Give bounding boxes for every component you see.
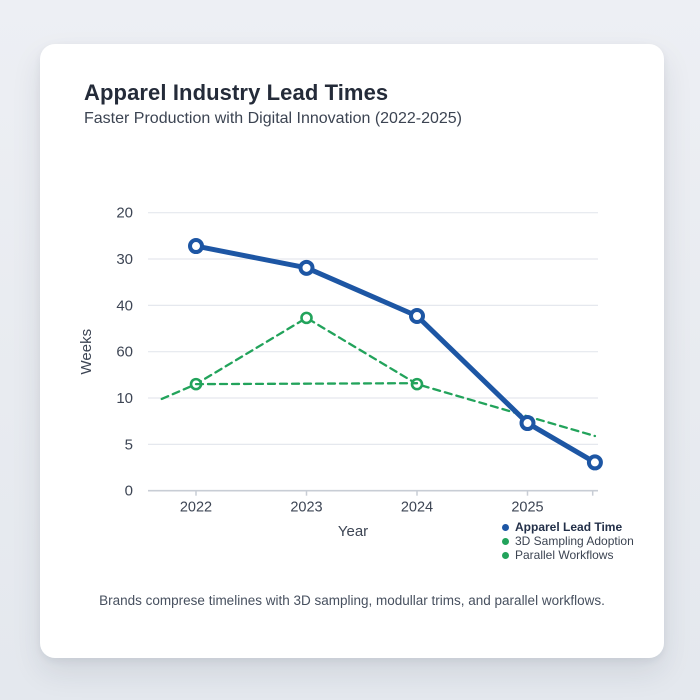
x-axis-title: Year <box>338 523 368 540</box>
series-line <box>160 316 597 438</box>
page-subtitle: Faster Production with Digital Innovatio… <box>84 110 462 127</box>
series-line <box>194 382 419 386</box>
y-tick-label: 60 <box>116 344 133 361</box>
series-line <box>193 243 598 465</box>
x-tick-label: 2023 <box>290 500 322 516</box>
legend-item: Parallel Workflows <box>502 548 662 562</box>
data-point-marker <box>586 454 603 471</box>
y-axis-title: Weeks <box>78 329 95 375</box>
data-point-marker <box>409 308 425 325</box>
y-tick-label: 40 <box>116 297 133 314</box>
legend-item-label: Apparel Lead Time <box>515 520 623 534</box>
x-tick-label: 2022 <box>180 500 212 516</box>
chart-card: Apparel Industry Lead Times Faster Produ… <box>40 44 664 658</box>
page-title: Apparel Industry Lead Times <box>84 80 389 105</box>
data-point-marker <box>300 311 313 325</box>
chart-legend: Apparel Lead Time 3D Sampling Adoption P… <box>502 520 662 562</box>
legend-dot <box>502 537 509 545</box>
legend-dot <box>502 523 509 531</box>
legend-item: 3D Sampling Adoption <box>502 534 662 548</box>
y-tick-label: 10 <box>116 390 133 407</box>
y-tick-label: 30 <box>116 251 133 268</box>
y-tick-label: 20 <box>116 205 133 222</box>
legend-item: Apparel Lead Time <box>502 520 662 534</box>
legend-dot <box>502 551 509 559</box>
data-point-marker <box>298 259 315 276</box>
legend-item-label: 3D Sampling Adoption <box>515 534 634 548</box>
lead-times-chart: 20 30 40 60 10 5 0 2022 2023 2024 2025 Weeks Year <box>78 205 603 540</box>
x-tick-label: 2025 <box>511 500 543 516</box>
legend-item-label: Parallel Workflows <box>515 548 614 562</box>
chart-caption: Brands comprese timelines with 3D sampli… <box>99 593 605 608</box>
data-point-marker <box>519 415 536 432</box>
y-tick-label: 0 <box>125 483 133 500</box>
y-tick-label: 5 <box>125 436 133 453</box>
data-point-marker <box>188 238 204 255</box>
x-tick-label: 2024 <box>401 500 433 516</box>
